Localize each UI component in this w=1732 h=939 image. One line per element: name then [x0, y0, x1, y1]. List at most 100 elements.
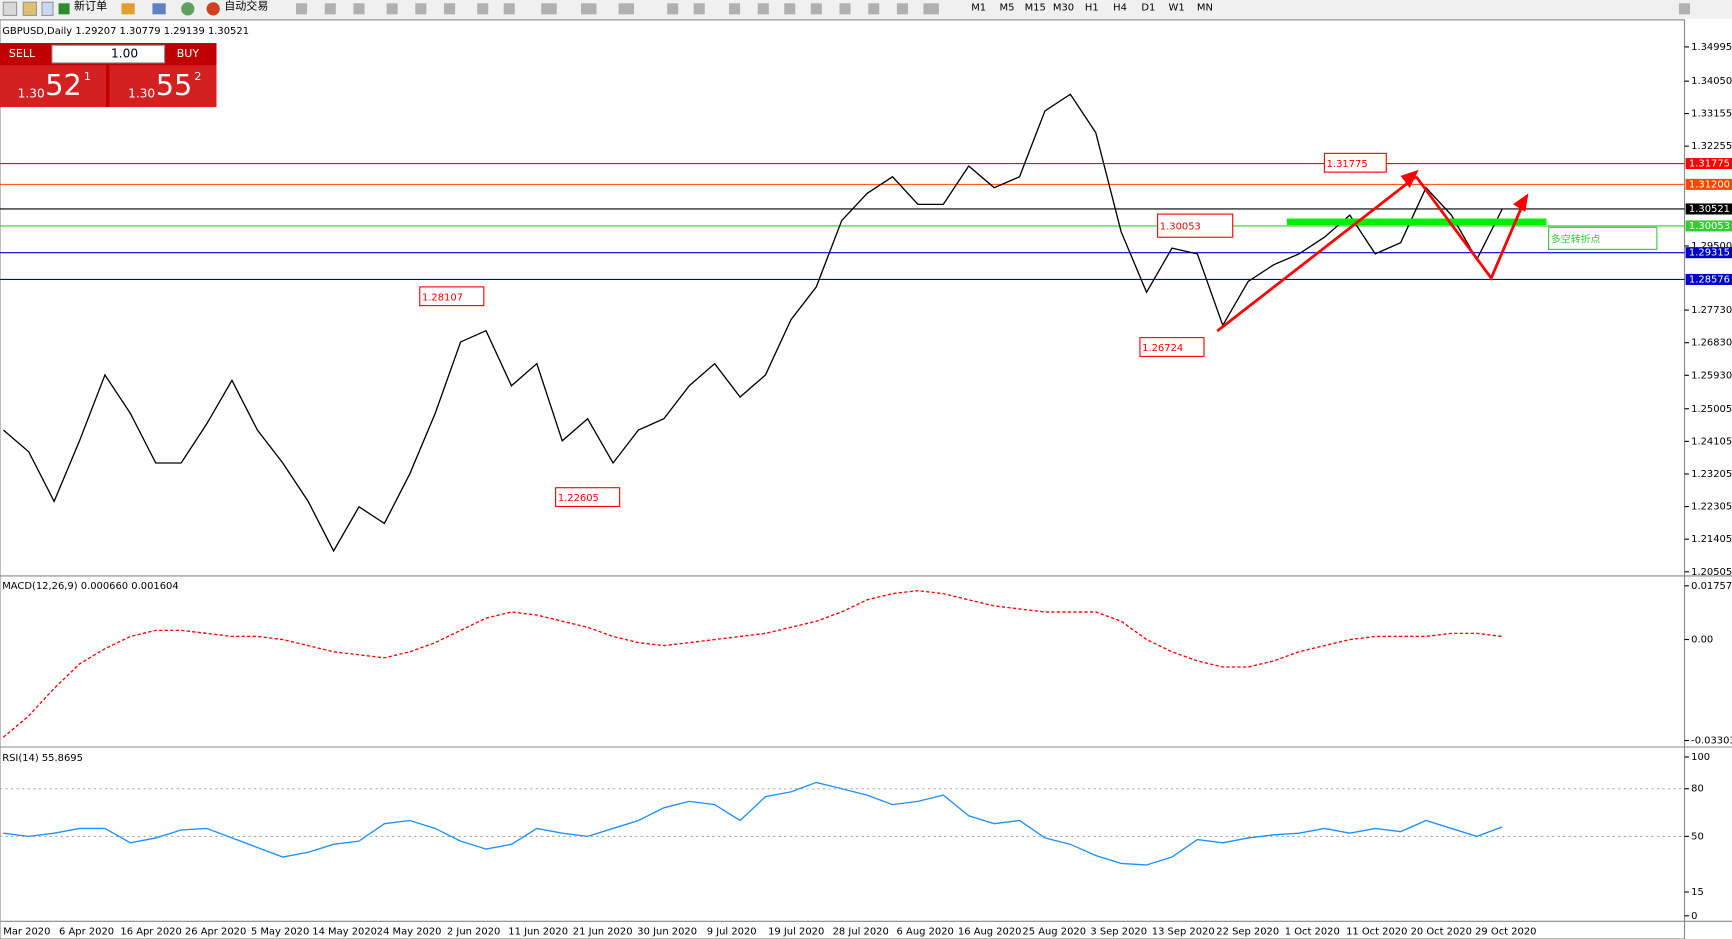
trade-panel: SELL BUY 1.00 1.30 52 1 1.30 55 2: [0, 43, 217, 108]
icon[interactable]: [152, 3, 166, 15]
drawings: [1216, 169, 1547, 333]
chart-title: MACD(12,26,9) 0.000660 0.001604: [2, 581, 178, 592]
new-order[interactable]: 新订单: [74, 0, 107, 13]
x-tick-label: 16 Aug 2020: [958, 926, 1022, 937]
annotation: 1.28107: [422, 292, 463, 303]
y-tick-label: 1.34995: [1691, 42, 1732, 53]
y-tick-label: 0.01757: [1691, 581, 1732, 592]
buy-button[interactable]: [109, 65, 217, 108]
annotation: 1.31775: [1327, 159, 1368, 170]
new-order-icon[interactable]: [58, 3, 70, 15]
x-tick-label: 6 Apr 2020: [59, 926, 114, 937]
sell-big: 1.30: [18, 86, 45, 100]
annotation-box: [555, 487, 621, 508]
y-tick-label: 0.00: [1691, 635, 1713, 646]
icon[interactable]: [121, 3, 135, 15]
y-tick-label: 1.24105: [1691, 436, 1732, 447]
timeframe[interactable]: M5: [1000, 3, 1015, 14]
annotation: 多空转折点: [1551, 232, 1601, 245]
y-tick-label: 80: [1691, 784, 1704, 795]
y-tick-label: 50: [1691, 831, 1704, 842]
annotation: 1.30053: [1160, 222, 1201, 233]
x-tick-label: 26 Apr 2020: [185, 926, 246, 937]
x-tick-label: 3 Sep 2020: [1090, 926, 1147, 937]
chart-area: [0, 19, 1686, 939]
y-tick-label: -0.033037: [1691, 736, 1732, 747]
annotation-box: [1139, 337, 1205, 357]
y-tick-label: 1.33155: [1691, 109, 1732, 120]
lots[interactable]: 1.00: [111, 47, 138, 61]
chart-title: RSI(14) 55.8695: [2, 753, 83, 764]
series-line: [2, 93, 1503, 553]
toolbar: [0, 0, 1732, 19]
y-tick-label: 1.20505: [1691, 567, 1732, 578]
y-tick-label: 1.21405: [1691, 534, 1732, 545]
annotation-box: [1157, 213, 1234, 238]
timeframe[interactable]: D1: [1141, 3, 1155, 14]
timeframe[interactable]: M1: [971, 3, 986, 14]
x-tick-label: 7 Mar 2020: [0, 926, 50, 937]
price-level-box: [1685, 203, 1732, 215]
buy-pips: 55: [156, 68, 193, 102]
sell-label[interactable]: SELL: [9, 47, 36, 60]
auto-trading-icon[interactable]: [206, 2, 220, 16]
timeframe[interactable]: M15: [1025, 3, 1046, 14]
y-tick-label: 100: [1691, 752, 1710, 763]
timeframe[interactable]: H1: [1085, 3, 1099, 14]
icon[interactable]: [22, 1, 38, 16]
y-tick-label: 1.22305: [1691, 502, 1732, 513]
price-level-label: 1.30053: [1689, 221, 1730, 232]
x-tick-label: 24 May 2020: [377, 926, 442, 937]
annotation-box: [1323, 152, 1387, 173]
y-tick-label: 1.32255: [1691, 141, 1732, 152]
icon[interactable]: [2, 1, 18, 16]
price-level-box: [1685, 247, 1732, 259]
x-tick-label: 6 Aug 2020: [897, 926, 954, 937]
annotation-box: [419, 286, 485, 307]
x-tick-label: 30 Jun 2020: [637, 926, 697, 937]
sell-point: 1: [84, 70, 91, 83]
icon[interactable]: [41, 1, 54, 16]
price-level-box: [1685, 220, 1732, 232]
sell-pips: 52: [45, 68, 82, 102]
price-level-label: 1.31200: [1689, 179, 1730, 190]
price-level-label: 1.30521: [1689, 204, 1730, 215]
icon[interactable]: [181, 2, 195, 16]
arrows: [1216, 169, 1529, 333]
y-tick-label: 1.29500: [1691, 241, 1732, 252]
x-tick-label: 9 Jul 2020: [707, 926, 757, 937]
price-level-box: [1685, 178, 1732, 190]
sell-button[interactable]: [0, 65, 107, 108]
timeframe[interactable]: W1: [1169, 3, 1185, 14]
x-tick-label: 25 Aug 2020: [1022, 926, 1086, 937]
timeframe[interactable]: M30: [1053, 3, 1074, 14]
buy-point: 2: [194, 70, 201, 83]
lots-input[interactable]: [51, 44, 166, 64]
plot: GBPUSD,Daily 1.29207 1.30779 1.29139 1.3…: [0, 26, 1732, 937]
auto-trading[interactable]: 自动交易: [224, 0, 268, 13]
timeframe[interactable]: H4: [1113, 3, 1127, 14]
y-tick-label: 1.26830: [1691, 338, 1732, 349]
x-tick-label: 5 May 2020: [251, 926, 309, 937]
y-tick-label: 1.25005: [1691, 404, 1732, 415]
x-tick-label: 11 Oct 2020: [1346, 926, 1407, 937]
series-line: [2, 589, 1503, 738]
price-level-box: [1685, 158, 1732, 170]
price-level-label: 1.28576: [1689, 274, 1730, 285]
x-tick-label: 2 Jun 2020: [447, 926, 500, 937]
x-tick-label: 13 Sep 2020: [1152, 926, 1215, 937]
buy-label[interactable]: BUY: [177, 47, 200, 60]
timeframes: M1 M5 M15 M30 H1 H4 D1 W1 MN: [971, 3, 1213, 14]
timeframe[interactable]: MN: [1197, 3, 1213, 14]
price-level-box: [1685, 273, 1732, 285]
x-tick-label: 14 May 2020: [312, 926, 377, 937]
annotation-box: [1548, 226, 1658, 250]
y-tick-label: 1.25930: [1691, 370, 1732, 381]
x-tick-label: 21 Jun 2020: [573, 926, 633, 937]
annotation: 1.22605: [558, 493, 599, 504]
x-tick-label: 11 Jun 2020: [508, 926, 568, 937]
y-tick-label: 15: [1691, 887, 1704, 898]
x-tick-label: 28 Jul 2020: [833, 926, 889, 937]
